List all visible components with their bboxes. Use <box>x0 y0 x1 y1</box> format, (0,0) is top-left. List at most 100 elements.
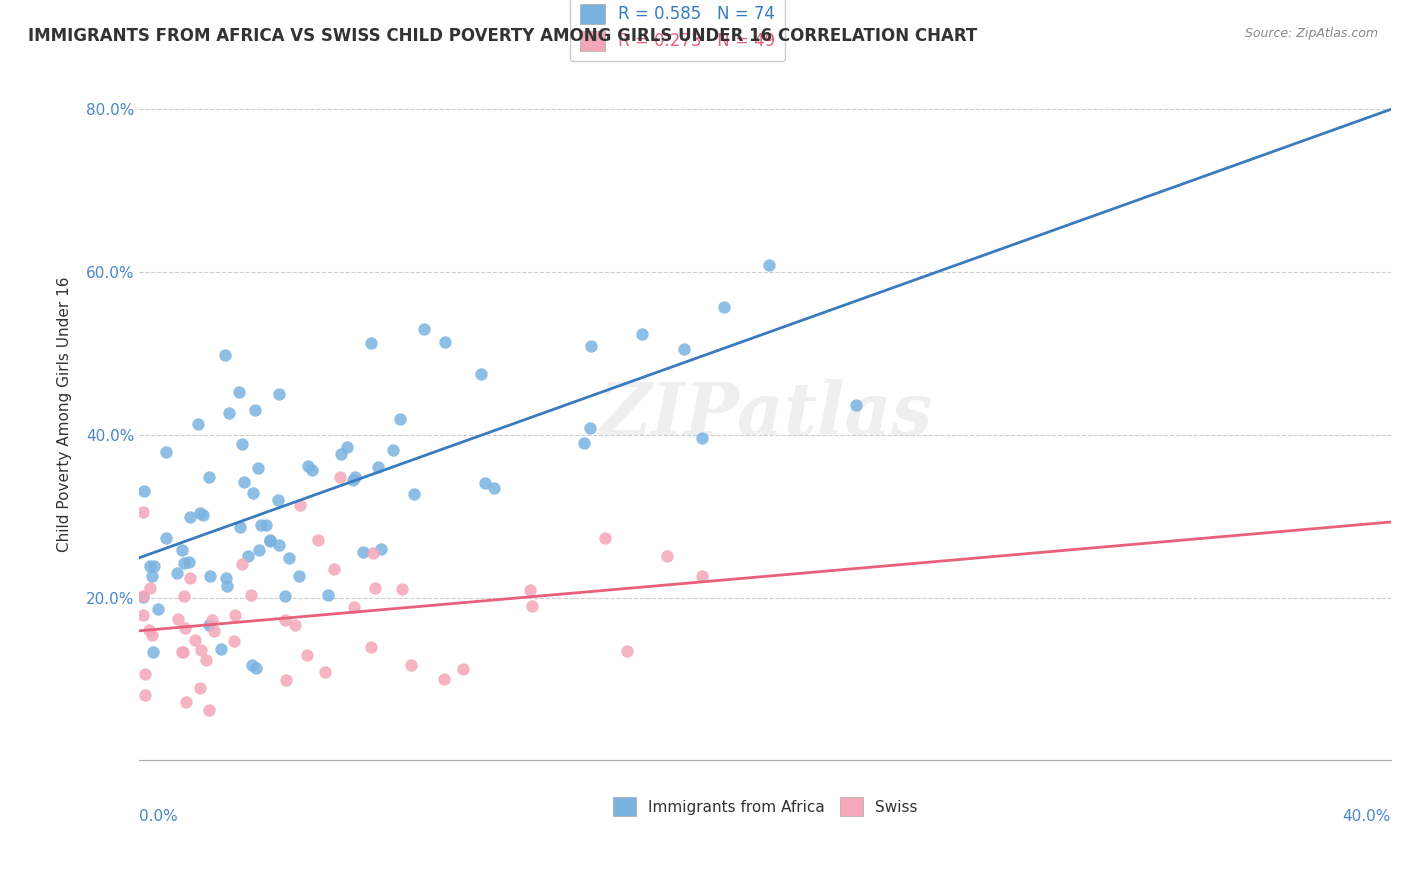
Point <box>195 653 218 667</box>
Point <box>277 550 299 565</box>
Point <box>520 599 543 613</box>
Point <box>231 557 253 571</box>
Point <box>229 519 252 533</box>
Point <box>193 508 215 522</box>
Point <box>214 348 236 362</box>
Point <box>141 569 163 583</box>
Point <box>267 539 290 553</box>
Point <box>288 569 311 583</box>
Point <box>187 417 209 432</box>
Point <box>155 531 177 545</box>
Point <box>179 510 201 524</box>
Point <box>246 461 269 475</box>
Point <box>131 590 153 604</box>
Text: 40.0%: 40.0% <box>1343 809 1391 824</box>
Point <box>259 533 281 548</box>
Point <box>254 518 277 533</box>
Point <box>342 473 364 487</box>
Point <box>174 695 197 709</box>
Point <box>242 485 264 500</box>
Point <box>243 403 266 417</box>
Point <box>307 533 329 547</box>
Y-axis label: Child Poverty Among Girls Under 16: Child Poverty Among Girls Under 16 <box>58 277 72 552</box>
Point <box>202 624 225 638</box>
Point <box>352 545 374 559</box>
Point <box>404 487 426 501</box>
Text: IMMIGRANTS FROM AFRICA VS SWISS CHILD POVERTY AMONG GIRLS UNDER 16 CORRELATION C: IMMIGRANTS FROM AFRICA VS SWISS CHILD PO… <box>28 27 977 45</box>
Legend: Immigrants from Africa, Swiss: Immigrants from Africa, Swiss <box>607 791 924 822</box>
Point <box>267 386 290 401</box>
Point <box>166 566 188 581</box>
Point <box>197 617 219 632</box>
Point <box>276 673 298 688</box>
Point <box>845 398 868 412</box>
Point <box>228 385 250 400</box>
Point <box>360 336 382 351</box>
Point <box>188 681 211 696</box>
Point <box>236 549 259 563</box>
Point <box>215 571 238 585</box>
Point <box>758 258 780 272</box>
Point <box>224 607 246 622</box>
Point <box>519 582 541 597</box>
Point <box>170 645 193 659</box>
Point <box>579 339 602 353</box>
Point <box>360 640 382 654</box>
Point <box>134 666 156 681</box>
Point <box>344 470 367 484</box>
Point <box>167 612 190 626</box>
Point <box>433 672 456 686</box>
Point <box>188 506 211 520</box>
Point <box>155 444 177 458</box>
Point <box>329 470 352 484</box>
Point <box>174 621 197 635</box>
Point <box>595 531 617 545</box>
Point <box>190 642 212 657</box>
Point <box>184 632 207 647</box>
Point <box>288 498 311 512</box>
Point <box>474 475 496 490</box>
Point <box>249 543 271 558</box>
Point <box>250 518 273 533</box>
Point <box>336 440 359 454</box>
Point <box>173 589 195 603</box>
Point <box>134 688 156 702</box>
Point <box>572 436 595 450</box>
Point <box>284 618 307 632</box>
Point <box>297 458 319 473</box>
Point <box>197 470 219 484</box>
Point <box>631 327 654 342</box>
Point <box>198 703 221 717</box>
Point <box>391 582 413 597</box>
Point <box>470 368 492 382</box>
Text: 0.0%: 0.0% <box>139 809 179 824</box>
Point <box>231 437 253 451</box>
Point <box>273 614 295 628</box>
Point <box>314 665 336 679</box>
Point <box>131 505 153 519</box>
Point <box>143 559 166 574</box>
Point <box>434 334 457 349</box>
Point <box>370 542 392 557</box>
Point <box>323 561 346 575</box>
Point <box>401 658 423 673</box>
Point <box>198 569 221 583</box>
Point <box>616 644 638 658</box>
Point <box>177 555 200 569</box>
Point <box>318 588 340 602</box>
Point <box>451 662 474 676</box>
Point <box>578 421 600 435</box>
Point <box>301 463 323 477</box>
Point <box>218 406 240 420</box>
Point <box>242 657 264 672</box>
Point <box>361 546 384 560</box>
Point <box>367 460 389 475</box>
Point <box>295 648 318 662</box>
Point <box>179 571 201 585</box>
Point <box>259 534 281 549</box>
Point <box>138 559 160 574</box>
Point <box>267 493 290 508</box>
Point <box>412 322 434 336</box>
Point <box>139 581 162 595</box>
Point <box>245 661 267 675</box>
